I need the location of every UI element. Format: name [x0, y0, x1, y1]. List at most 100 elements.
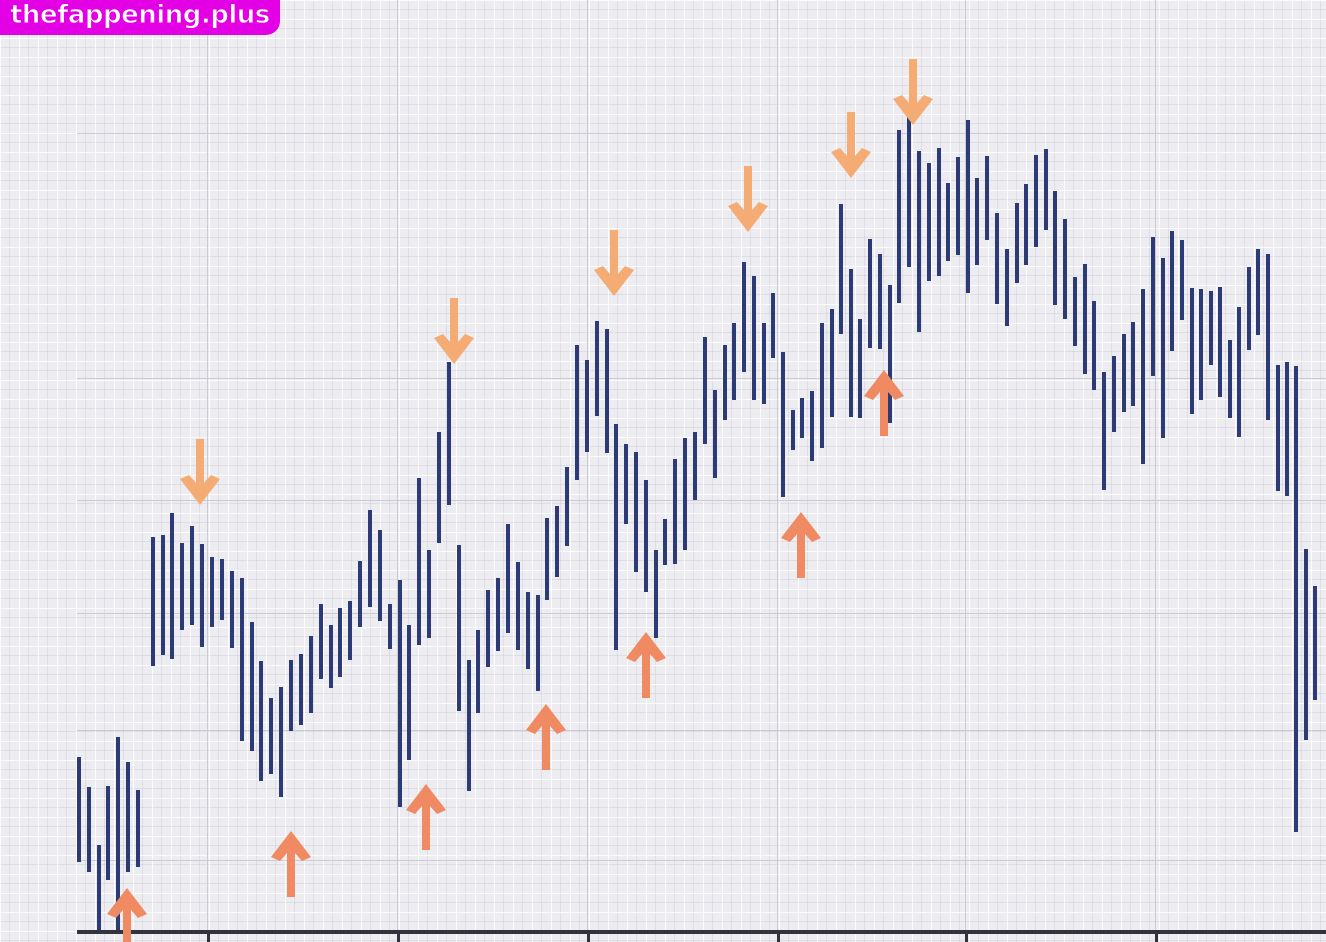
price-bar — [526, 592, 530, 669]
watermark-label: thefappening.plus — [0, 0, 280, 36]
price-bar — [1199, 289, 1203, 400]
price-bar — [116, 737, 120, 934]
price-bar — [136, 790, 140, 867]
price-bar — [683, 438, 687, 550]
price-bar — [897, 130, 901, 303]
price-bar — [703, 337, 707, 444]
price-bar — [975, 178, 979, 265]
price-bar — [1313, 586, 1317, 700]
price-bar — [849, 269, 853, 417]
price-bar — [1141, 289, 1145, 464]
buy-signal-arrow-up-icon — [105, 884, 149, 942]
price-bar — [595, 321, 599, 416]
price-bar — [888, 285, 892, 423]
horizontal-gridline — [77, 613, 1326, 614]
price-bar — [937, 148, 941, 276]
price-bar — [810, 391, 814, 461]
price-bar — [585, 360, 589, 452]
price-bar — [240, 578, 244, 741]
sell-signal-arrow-down-icon — [726, 162, 770, 236]
price-bar — [907, 113, 911, 267]
price-bar — [368, 510, 372, 607]
sell-signal-arrow-down-icon — [432, 294, 476, 368]
x-axis-tick — [587, 934, 590, 942]
vertical-gridline — [965, 0, 966, 934]
vertical-gridline — [207, 0, 208, 934]
price-bar — [1053, 191, 1057, 305]
price-bar — [269, 698, 273, 774]
price-bar — [742, 262, 746, 372]
price-bar — [496, 578, 500, 651]
price-bar — [87, 787, 91, 872]
price-bar — [927, 163, 931, 281]
price-bar — [1112, 356, 1116, 432]
price-bar — [1247, 267, 1251, 350]
sell-signal-arrow-down-icon — [891, 55, 935, 129]
price-bar — [781, 352, 785, 497]
price-bar — [1073, 277, 1077, 346]
price-bar — [644, 480, 648, 592]
price-bar — [77, 757, 81, 862]
x-axis-tick — [777, 934, 780, 942]
price-bar — [723, 345, 727, 420]
horizontal-gridline — [77, 378, 1326, 379]
price-bar — [319, 604, 323, 679]
price-bar — [995, 213, 999, 304]
price-bar — [713, 390, 717, 478]
price-bar — [447, 362, 451, 505]
price-bar — [1294, 366, 1298, 832]
price-bar — [1285, 362, 1289, 496]
price-bar — [771, 293, 775, 358]
price-bar — [506, 524, 510, 633]
sell-signal-arrow-down-icon — [829, 108, 873, 182]
price-bar — [407, 625, 411, 760]
vertical-gridline — [1155, 0, 1156, 934]
price-bar — [946, 183, 950, 261]
price-bar — [348, 601, 352, 660]
price-bar — [467, 660, 471, 791]
horizontal-gridline — [77, 500, 1326, 501]
price-bar — [605, 329, 609, 453]
price-bar — [457, 545, 461, 711]
price-bar — [378, 530, 382, 621]
price-bar — [398, 580, 402, 807]
price-bar — [126, 762, 130, 872]
price-bar — [956, 157, 960, 255]
price-bar — [555, 506, 559, 577]
price-bar — [279, 687, 283, 797]
price-bar — [732, 323, 736, 400]
price-bar — [693, 432, 697, 500]
price-bar — [289, 660, 293, 731]
price-bar — [338, 608, 342, 677]
price-bar — [839, 204, 843, 334]
price-bar — [575, 345, 579, 480]
price-bar — [1218, 287, 1222, 397]
price-bar — [200, 544, 204, 647]
price-bar — [220, 559, 224, 620]
x-axis-tick — [1155, 934, 1158, 942]
price-bar — [259, 661, 263, 781]
price-bar — [917, 151, 921, 332]
price-bar — [1034, 155, 1038, 247]
price-bar — [1131, 322, 1135, 406]
price-bar — [830, 309, 834, 417]
horizontal-gridline — [77, 133, 1326, 134]
sell-signal-arrow-down-icon — [178, 435, 222, 509]
horizontal-gridline — [77, 860, 1326, 861]
price-bar — [752, 276, 756, 400]
price-bar — [634, 452, 638, 572]
price-bar — [230, 571, 234, 648]
price-bar — [516, 562, 520, 650]
price-bar — [1092, 301, 1096, 390]
price-bar — [1083, 264, 1087, 374]
price-bar — [762, 323, 766, 404]
price-bar — [1044, 149, 1048, 230]
price-bar — [820, 323, 824, 448]
price-bar — [545, 518, 549, 600]
price-bar — [170, 513, 174, 659]
price-bar — [486, 590, 490, 667]
buy-signal-arrow-up-icon — [862, 366, 906, 440]
price-bar — [536, 595, 540, 691]
price-bar — [1161, 258, 1165, 438]
